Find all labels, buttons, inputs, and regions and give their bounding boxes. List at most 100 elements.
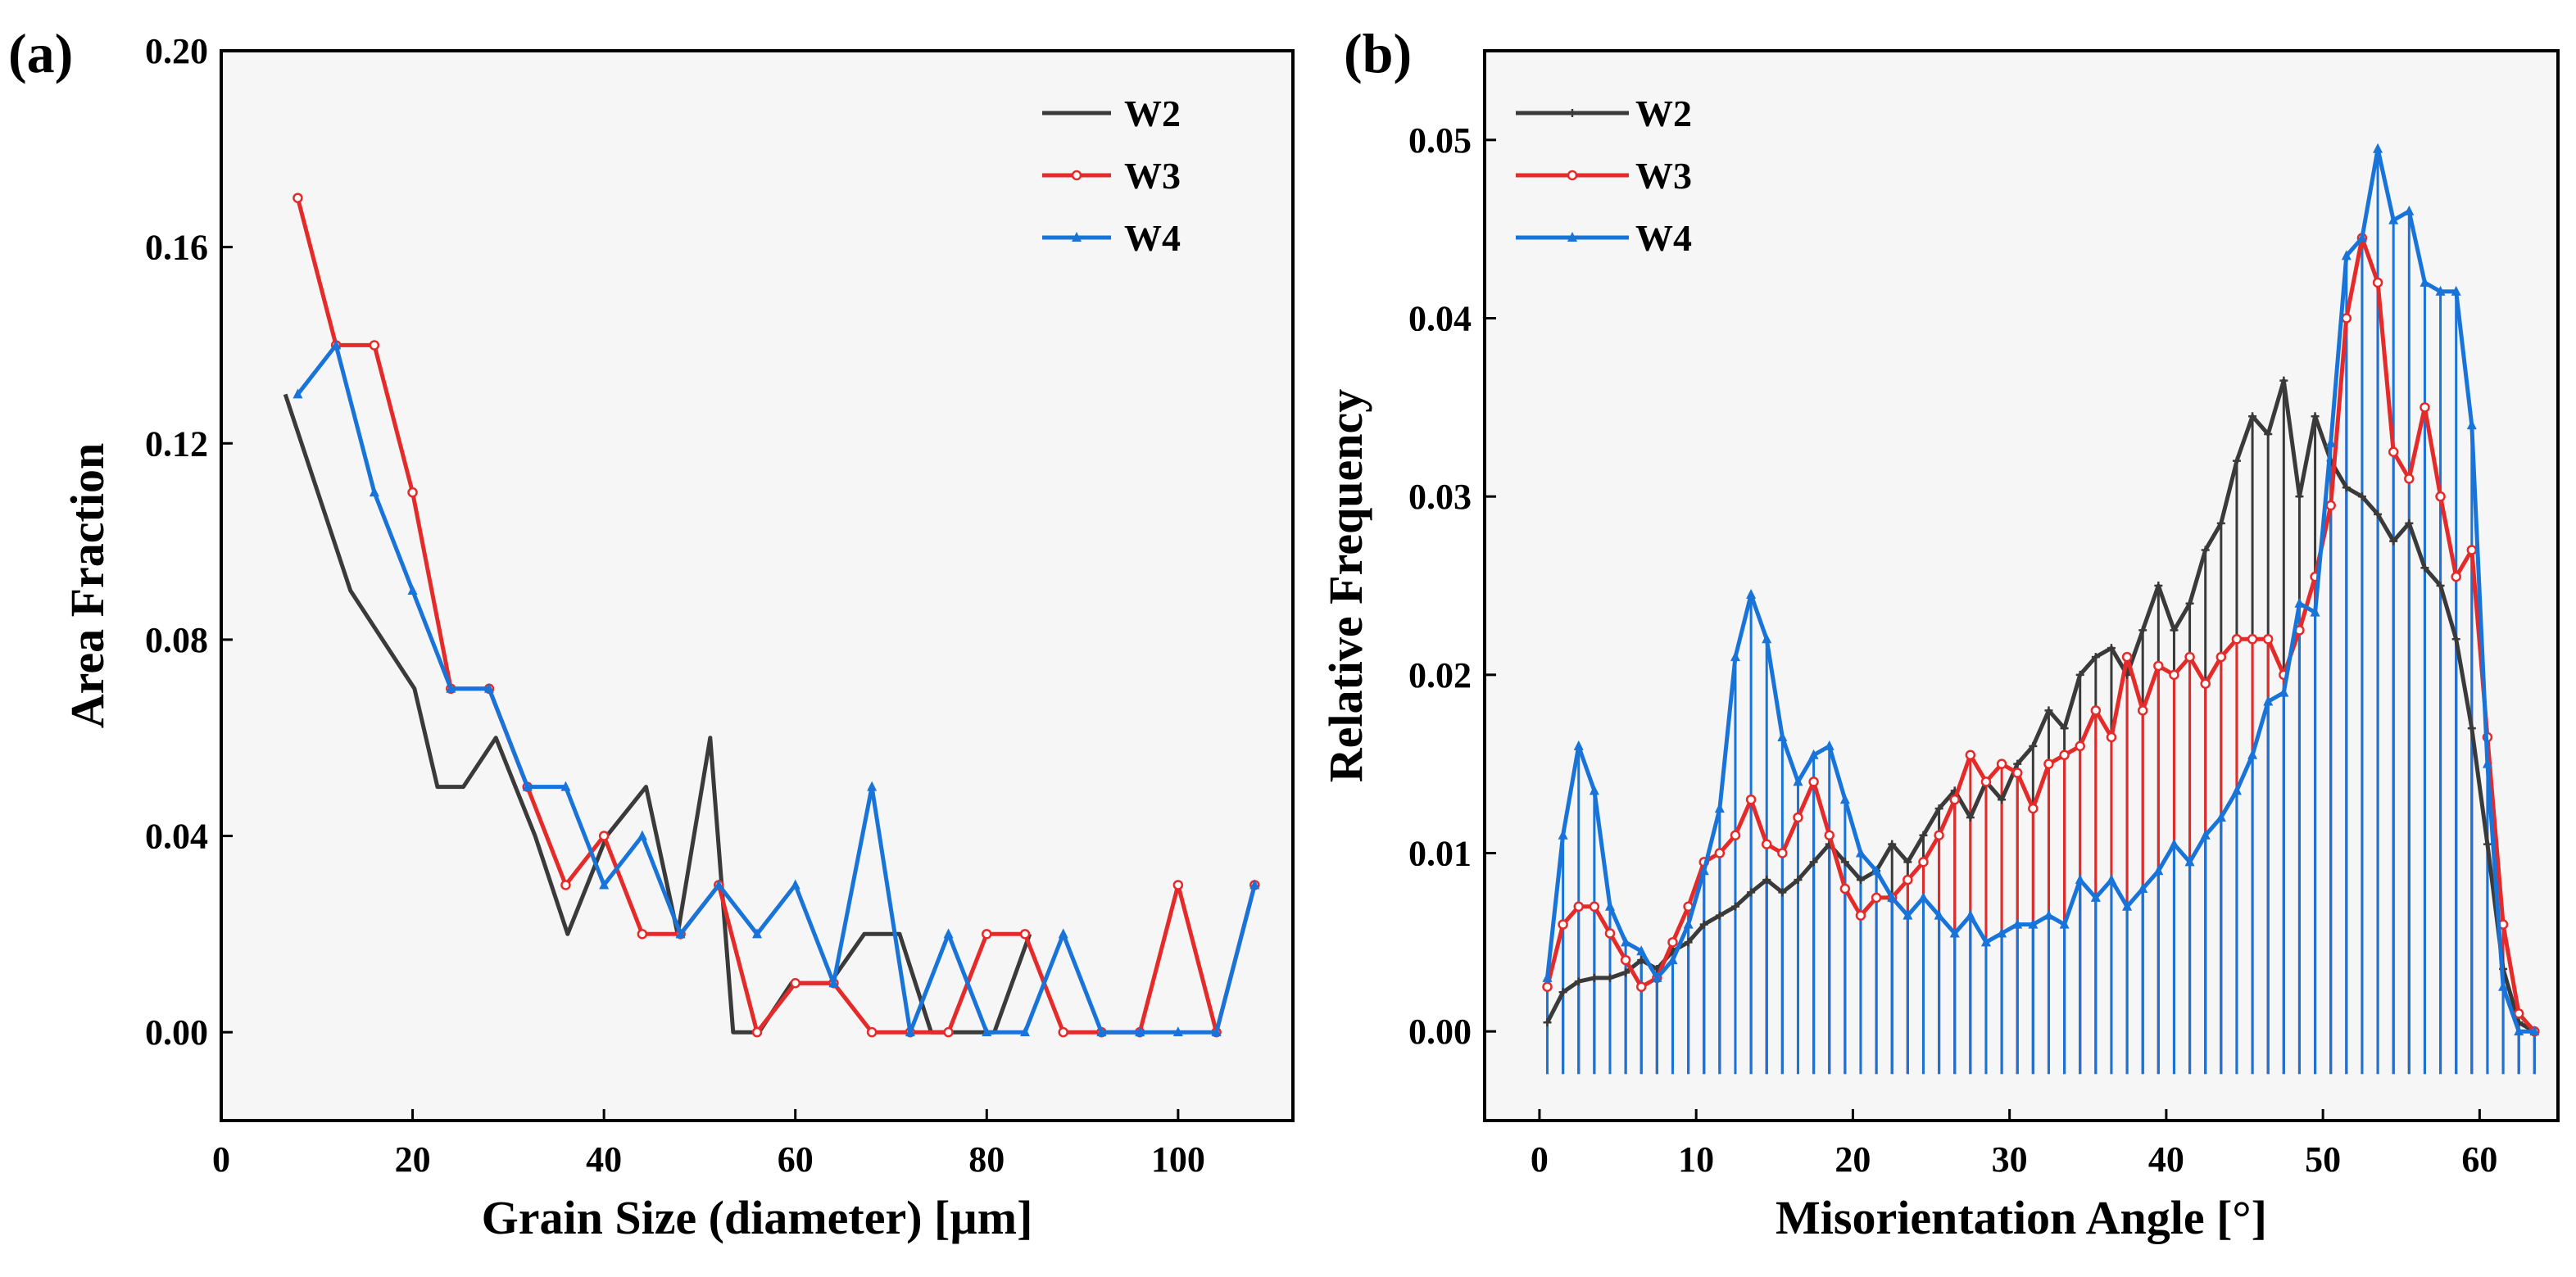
point-b-W2-19 — [1840, 858, 1849, 867]
legend-label-a-W4: W4 — [1124, 217, 1181, 259]
point-b-W3-35 — [2090, 705, 2102, 716]
point-b-W4-59 — [2466, 419, 2477, 430]
point-b-W3-27 — [1965, 749, 1976, 761]
point-b-W4-34 — [2075, 874, 2085, 885]
point-b-W4-4 — [1604, 900, 1615, 911]
point-a-W4-22 — [1135, 1026, 1145, 1037]
point-b-W2-60 — [2483, 840, 2492, 849]
point-a-W4-20 — [1058, 928, 1068, 939]
point-b-W3-38 — [2137, 705, 2148, 716]
point-b-W2-10 — [1699, 920, 1708, 929]
point-b-W4-43 — [2215, 811, 2226, 822]
x-tick-label-b-0: 0 — [1531, 1139, 1549, 1180]
point-a-W4-15 — [867, 781, 878, 791]
point-b-W4-63 — [2529, 1026, 2540, 1036]
point-b-W4-14 — [1762, 633, 1772, 644]
x-tick-label-b-3: 30 — [1992, 1139, 2028, 1180]
point-b-W4-29 — [1997, 927, 2007, 938]
point-b-W4-5 — [1621, 936, 1631, 947]
point-b-W4-2 — [1573, 740, 1584, 750]
point-b-W3-17 — [1808, 777, 1819, 787]
point-b-W2-42 — [2201, 546, 2210, 555]
plot-area-a — [220, 49, 1295, 1122]
point-b-W2-20 — [1856, 876, 1865, 885]
point-b-W3-13 — [1745, 794, 1757, 805]
point-a-W4-12 — [752, 928, 762, 939]
point-b-W4-38 — [2138, 883, 2148, 894]
x-tick-label-a-2: 40 — [586, 1139, 622, 1180]
point-a-W4-3 — [407, 584, 418, 595]
y-tick-label-a-3: 0.12 — [145, 423, 208, 464]
point-b-W3-46 — [2262, 634, 2274, 645]
point-b-W4-25 — [1934, 909, 1944, 920]
point-b-W3-51 — [2341, 313, 2352, 324]
point-b-W2-39 — [2154, 582, 2163, 590]
point-b-W4-45 — [2247, 749, 2258, 759]
point-a-W3-17 — [943, 1026, 954, 1038]
legend-label-a-W3: W3 — [1124, 155, 1181, 197]
point-b-W4-8 — [1667, 954, 1678, 965]
point-b-W2-47 — [2279, 376, 2288, 385]
point-b-W3-36 — [2106, 731, 2117, 743]
point-b-W3-62 — [2513, 1008, 2524, 1019]
point-b-W4-26 — [1949, 927, 1960, 938]
point-a-W3-18 — [982, 929, 992, 940]
point-b-W2-54 — [2389, 537, 2398, 546]
point-a-W3-19 — [1019, 929, 1031, 940]
point-b-W3-55 — [2404, 473, 2415, 484]
point-b-W4-40 — [2169, 838, 2179, 849]
x-tick-label-a-4: 80 — [968, 1139, 1005, 1180]
point-a-W4-23 — [1172, 1026, 1183, 1037]
x-tick-label-b-4: 40 — [2148, 1139, 2184, 1180]
point-b-W2-57 — [2436, 582, 2445, 590]
point-b-W2-13 — [1747, 888, 1756, 897]
point-b-W2-1 — [1558, 988, 1567, 997]
point-b-W4-13 — [1746, 588, 1757, 599]
y-tick-label-b-5: 0.05 — [1408, 120, 1472, 161]
point-b-W3-5 — [1620, 954, 1631, 966]
point-b-W2-49 — [2311, 412, 2320, 421]
point-b-W3-54 — [2388, 446, 2399, 457]
point-a-W3-9 — [637, 929, 648, 940]
legend-label-b-W4: W4 — [1635, 217, 1692, 259]
point-b-W3-42 — [2200, 678, 2211, 689]
point-b-W4-58 — [2451, 285, 2461, 296]
point-b-W2-38 — [2138, 626, 2147, 635]
point-a-W4-4 — [446, 682, 456, 693]
point-b-W2-34 — [2075, 670, 2084, 679]
point-b-W3-45 — [2247, 634, 2258, 645]
point-b-W3-3 — [1589, 901, 1600, 912]
point-b-W4-50 — [2325, 437, 2336, 447]
point-b-W4-11 — [1714, 803, 1725, 813]
point-b-W4-39 — [2153, 865, 2164, 876]
point-b-W2-56 — [2420, 564, 2429, 573]
point-b-W2-3 — [1590, 973, 1599, 982]
series-line-b-W4 — [1545, 147, 2535, 1034]
point-b-W4-46 — [2263, 695, 2274, 706]
legend-marker-b-W3 — [1567, 170, 1578, 181]
y-tick-label-b-2: 0.02 — [1408, 655, 1472, 695]
point-b-W3-50 — [2325, 500, 2336, 511]
point-b-W3-2 — [1573, 901, 1584, 912]
point-b-W3-24 — [1918, 857, 1929, 867]
point-b-W4-9 — [1683, 918, 1694, 929]
point-b-W2-0 — [1543, 1018, 1552, 1027]
point-b-W4-42 — [2200, 829, 2211, 840]
point-b-W4-3 — [1589, 785, 1599, 795]
point-b-W4-15 — [1777, 731, 1788, 742]
point-b-W3-59 — [2466, 545, 2478, 555]
point-a-W4-8 — [599, 879, 610, 890]
point-a-W3-2 — [369, 340, 380, 351]
point-b-W2-5 — [1621, 968, 1630, 977]
panel-b: 0 10 20 30 40 50 60 0.00 0.01 0.02 0.03 0.04 0.05 W2 W… — [1319, 22, 2560, 1244]
point-b-W4-17 — [1808, 749, 1819, 759]
point-b-W4-48 — [2294, 597, 2305, 608]
x-tick-label-a-0: 0 — [212, 1139, 230, 1180]
point-b-W3-41 — [2184, 651, 2195, 663]
point-b-W4-23 — [1903, 909, 1913, 920]
point-a-W3-8 — [598, 831, 610, 841]
panel-b-marks: 0 10 20 30 40 50 60 0.00 0.01 0.02 0.03 0.04 0.05 W2 W… — [1408, 93, 2540, 1180]
x-tick-label-a-1: 20 — [395, 1139, 431, 1180]
point-b-W4-55 — [2404, 205, 2415, 215]
y-tick-label-b-0: 0.00 — [1408, 1012, 1472, 1052]
